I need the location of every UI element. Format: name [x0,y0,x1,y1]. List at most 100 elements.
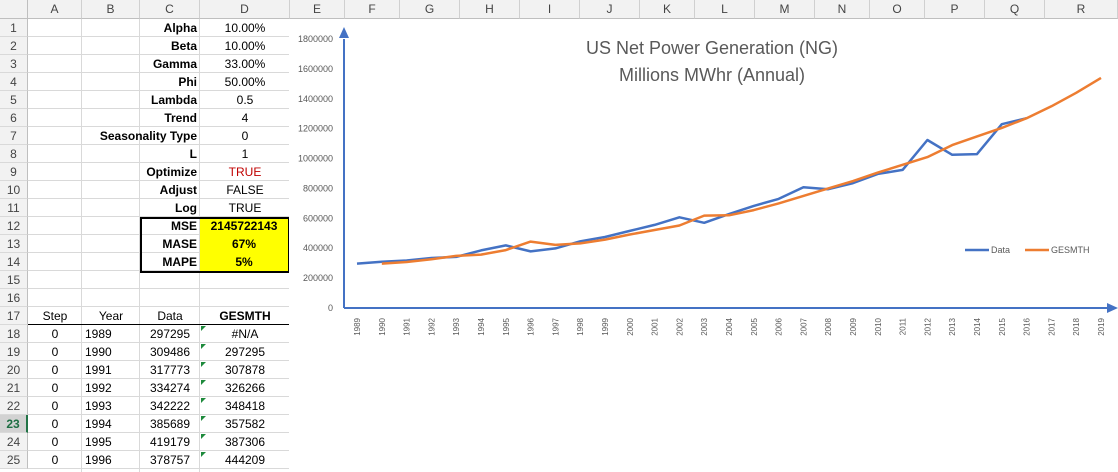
param-label[interactable]: Trend [164,111,197,125]
table-cell[interactable]: 0 [51,327,59,341]
row-header-20[interactable]: 20 [0,361,28,379]
table-cell[interactable]: 0 [51,345,59,359]
table-cell[interactable]: 0 [51,417,59,431]
column-header-r[interactable]: R [1045,0,1118,19]
param-value[interactable]: 0.5 [236,93,254,107]
param-label[interactable]: Adjust [159,183,197,197]
table-header-gesmth[interactable]: GESMTH [219,309,271,323]
row-header-23[interactable]: 23 [0,415,28,433]
row-header-3[interactable]: 3 [0,55,28,73]
param-label[interactable]: Seasonality Type [99,129,197,143]
row-header-10[interactable]: 10 [0,181,28,199]
column-header-i[interactable]: I [520,0,580,19]
metric-label[interactable]: MASE [162,237,197,251]
column-header-j[interactable]: J [580,0,640,19]
param-value[interactable]: 10.00% [224,39,266,53]
table-cell[interactable]: 1996 [85,453,112,467]
column-header-g[interactable]: G [400,0,460,19]
table-cell[interactable]: 297295 [224,345,266,359]
param-value[interactable]: TRUE [228,165,262,179]
table-cell[interactable]: 0 [51,363,59,377]
table-cell[interactable]: 0 [51,453,59,467]
param-label[interactable]: Lambda [150,93,197,107]
row-header-24[interactable]: 24 [0,433,28,451]
param-value[interactable]: 10.00% [224,21,266,35]
table-cell[interactable]: 419179 [149,435,191,449]
row-header-19[interactable]: 19 [0,343,28,361]
param-label[interactable]: L [189,147,197,161]
table-cell[interactable]: 0 [51,381,59,395]
table-cell[interactable]: 1991 [85,363,112,377]
column-header-q[interactable]: Q [985,0,1045,19]
table-cell[interactable]: 378757 [149,453,191,467]
table-cell[interactable]: 387306 [224,435,266,449]
row-header-13[interactable]: 13 [0,235,28,253]
row-header-7[interactable]: 7 [0,127,28,145]
table-header-data[interactable]: Data [157,309,183,323]
table-cell[interactable]: 1993 [85,399,112,413]
table-cell[interactable]: #N/A [231,327,259,341]
column-header-d[interactable]: D [200,0,290,19]
row-header-25[interactable]: 25 [0,451,28,469]
table-cell[interactable]: 317773 [149,363,191,377]
column-header-f[interactable]: F [345,0,400,19]
param-label[interactable]: Log [175,201,197,215]
table-cell[interactable]: 385689 [149,417,191,431]
table-cell[interactable]: 1990 [85,345,112,359]
row-header-6[interactable]: 6 [0,109,28,127]
row-header-1[interactable]: 1 [0,19,28,37]
metric-value[interactable]: 67% [200,235,288,253]
param-value[interactable]: FALSE [226,183,264,197]
row-header-11[interactable]: 11 [0,199,28,217]
row-header-18[interactable]: 18 [0,325,28,343]
table-cell[interactable]: 342222 [149,399,191,413]
param-label[interactable]: Gamma [152,57,197,71]
table-cell[interactable]: 1994 [85,417,112,431]
table-header-year[interactable]: Year [98,309,124,323]
row-header-21[interactable]: 21 [0,379,28,397]
row-header-17[interactable]: 17 [0,307,28,325]
table-cell[interactable]: 0 [51,435,59,449]
metric-value[interactable]: 2145722143 [200,217,288,235]
column-header-c[interactable]: C [140,0,200,19]
table-cell[interactable]: 297295 [149,327,191,341]
row-header-5[interactable]: 5 [0,91,28,109]
table-cell[interactable]: 444209 [224,453,266,467]
row-header-8[interactable]: 8 [0,145,28,163]
column-header-o[interactable]: O [870,0,925,19]
table-cell[interactable]: 334274 [149,381,191,395]
param-value[interactable]: 33.00% [224,57,266,71]
column-header-n[interactable]: N [815,0,870,19]
table-cell[interactable]: 1989 [85,327,112,341]
table-cell[interactable]: 357582 [224,417,266,431]
param-label[interactable]: Phi [178,75,197,89]
table-header-step[interactable]: Step [42,309,68,323]
param-value[interactable]: 4 [241,111,249,125]
column-header-a[interactable]: A [28,0,82,19]
row-header-2[interactable]: 2 [0,37,28,55]
row-header-4[interactable]: 4 [0,73,28,91]
param-value[interactable]: 50.00% [224,75,266,89]
table-cell[interactable]: 307878 [224,363,266,377]
param-label[interactable]: Optimize [146,165,197,179]
param-label[interactable]: Alpha [163,21,197,35]
metric-label[interactable]: MAPE [162,255,197,269]
row-header-15[interactable]: 15 [0,271,28,289]
row-header-14[interactable]: 14 [0,253,28,271]
column-header-l[interactable]: L [695,0,755,19]
table-cell[interactable]: 326266 [224,381,266,395]
table-cell[interactable]: 1995 [85,435,112,449]
select-all-corner[interactable] [0,0,28,19]
column-header-m[interactable]: M [755,0,815,19]
param-value[interactable]: 0 [241,129,249,143]
column-header-h[interactable]: H [460,0,520,19]
column-header-k[interactable]: K [640,0,695,19]
row-header-16[interactable]: 16 [0,289,28,307]
param-value[interactable]: TRUE [228,201,262,215]
table-cell[interactable]: 348418 [224,399,266,413]
column-header-e[interactable]: E [290,0,345,19]
table-cell[interactable]: 1992 [85,381,112,395]
param-label[interactable]: Beta [170,39,197,53]
row-header-22[interactable]: 22 [0,397,28,415]
